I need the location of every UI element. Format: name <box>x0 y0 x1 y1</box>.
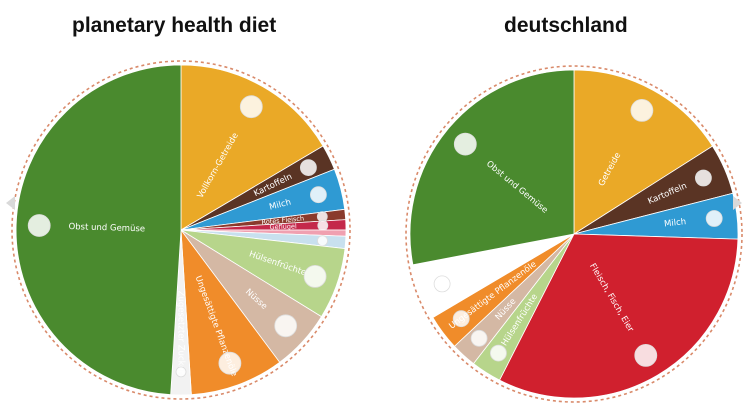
pie-slice-fleisch-fisch-eier <box>499 233 739 399</box>
food-icon-huelsenfruechte <box>303 264 327 288</box>
pie-slice-ungesaettigte-pflanzenoele <box>180 228 281 396</box>
food-icon-kartoffeln <box>695 169 712 187</box>
slice-label-gefluegel: Geflügel <box>269 222 297 231</box>
food-icon-kartoffeln <box>299 159 317 177</box>
chart-title-deutschland: deutschland <box>504 14 628 37</box>
pie-slice-getreide <box>573 69 714 235</box>
pie-outline-ring <box>11 60 351 400</box>
next-arrow-icon[interactable] <box>733 196 742 210</box>
food-icon-milch <box>309 186 327 204</box>
previous-arrow-icon[interactable] <box>6 196 15 210</box>
food-icon-obst-und-gemuese <box>27 214 51 237</box>
slice-label-zugesetzter-zucker: Zugesetzter Zucker <box>176 291 186 375</box>
pie-slice-vollkorn-getreide <box>180 64 324 231</box>
food-icon-vollkorn-getreide <box>239 95 263 119</box>
slice-label-obst-und-gemuese: Obst und Gemüse <box>68 222 145 234</box>
chart-title-planetary: planetary health diet <box>72 14 277 37</box>
food-icon-nuesse <box>470 329 488 347</box>
food-icon-ungesaettigte-pflanzenoele <box>218 351 242 375</box>
pie-slice-obst-und-gemuese <box>15 64 182 396</box>
food-icon-milch <box>705 210 723 227</box>
pie-slice-obst-und-gemuese <box>409 69 575 266</box>
food-icon-zugesetzter-zucker <box>433 275 451 293</box>
food-icon-getreide <box>630 99 654 122</box>
food-icon-huelsenfruechte <box>489 344 507 362</box>
pie-outline-ring <box>405 65 743 403</box>
food-icon-nuesse <box>274 314 298 338</box>
slice-label-milch: Milch <box>664 217 687 229</box>
food-icon-obst-und-gemuese <box>453 132 477 156</box>
food-icon-fleisch-fisch-eier <box>634 343 658 367</box>
food-icon-ungesaettigte-pflanzenoele <box>452 310 470 328</box>
food-icon-zugesetzter-zucker <box>175 366 187 378</box>
slice-label-rotes-fleisch: Rotes Fleisch <box>261 214 304 226</box>
